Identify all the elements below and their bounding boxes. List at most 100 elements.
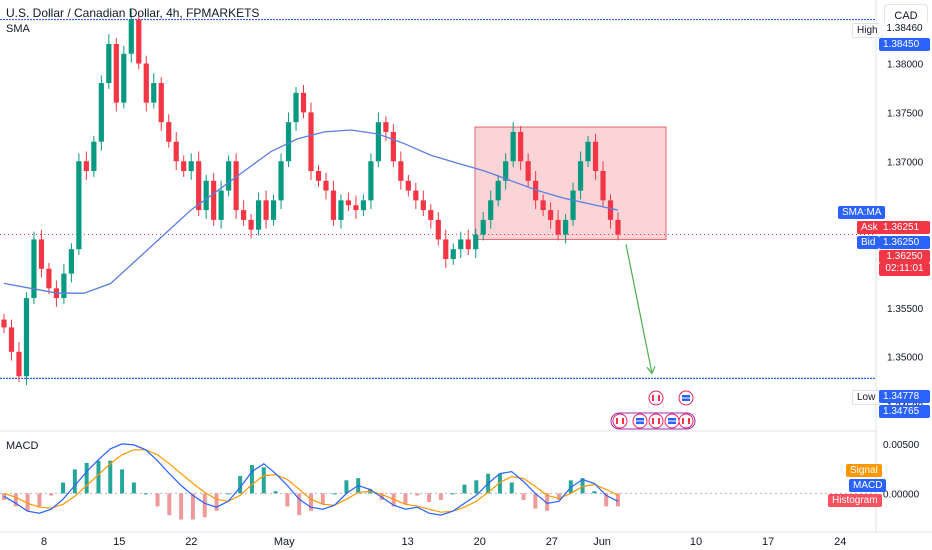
candle-body: [480, 219, 486, 235]
event-group-outline: [610, 412, 696, 430]
macd-histogram-bar: [214, 493, 219, 511]
candle-body: [450, 249, 456, 259]
candle-body: [113, 43, 119, 103]
candle-body: [270, 200, 277, 220]
candle-body: [413, 190, 419, 201]
economic-event-flag-icon[interactable]: [648, 390, 664, 406]
economic-event-flag-icon[interactable]: [664, 413, 680, 429]
x-tick-label: Jun: [593, 536, 611, 548]
macd-histogram-bar: [309, 493, 313, 511]
x-tick-label: 15: [113, 536, 125, 548]
candle-body: [203, 180, 209, 211]
candle-body: [577, 161, 584, 191]
candle-body: [91, 141, 97, 172]
macd-histogram-bar: [273, 491, 278, 494]
candle-body: [196, 161, 202, 211]
x-tick-label: 10: [690, 536, 702, 548]
economic-event-flag-icon[interactable]: [678, 413, 694, 429]
macd-histogram-bar: [509, 482, 514, 494]
candle-body: [31, 239, 37, 299]
macd-tag: MACD: [849, 479, 887, 492]
candle-body: [405, 180, 411, 191]
macd-histogram-bar: [96, 460, 101, 494]
x-tick-label: 20: [474, 536, 486, 548]
candle-body: [615, 219, 621, 235]
candle-body: [360, 200, 367, 211]
y-tick-label: 1.38000: [887, 60, 924, 71]
bar-countdown: 02:11:01: [879, 263, 930, 276]
candle-body: [211, 180, 217, 220]
macd-histogram-bar: [604, 493, 609, 507]
y-tick-label: 1.37500: [887, 108, 924, 119]
candle-body: [263, 200, 269, 220]
candle-body: [308, 112, 314, 172]
candle-body: [495, 180, 501, 201]
candle-body: [83, 161, 89, 172]
sma-ma-tag: SMA:MA: [838, 206, 886, 219]
macd-histogram-bar: [438, 493, 443, 500]
histogram-tag: Histogram: [828, 494, 882, 507]
candle-body: [315, 171, 322, 181]
candle-body: [473, 234, 479, 250]
candle-body: [353, 205, 359, 211]
candle-body: [241, 210, 247, 220]
macd-histogram-bar: [179, 493, 184, 520]
candle-body: [23, 298, 30, 377]
macd-histogram-bar: [143, 493, 148, 495]
candle-body: [136, 19, 142, 64]
candle-body: [600, 171, 606, 201]
macd-histogram-bar: [320, 493, 325, 505]
candle-body: [345, 200, 352, 206]
chart-title: U.S. Dollar / Canadian Dollar, 4h, FPMAR…: [6, 6, 260, 20]
candle-body: [592, 141, 599, 172]
last-price-tag: 1.36250: [879, 250, 930, 263]
candle-body: [533, 180, 539, 201]
macd-histogram-bar: [49, 493, 54, 496]
economic-event-flag-icon[interactable]: [678, 390, 694, 406]
economic-event-flag-icon[interactable]: [632, 413, 648, 429]
macd-histogram-bar: [84, 462, 89, 494]
candle-body: [128, 19, 134, 54]
candle-body: [338, 200, 344, 220]
macd-histogram-bar: [462, 484, 467, 494]
sma-line: [3, 129, 619, 294]
signal-line: [3, 449, 619, 513]
macd-histogram-bar: [556, 493, 561, 500]
candle-body: [540, 200, 546, 211]
economic-event-flag-icon[interactable]: [648, 413, 664, 429]
macd-histogram-bar: [450, 493, 455, 495]
macd-histogram-bar: [13, 493, 18, 507]
candle-body: [76, 161, 82, 250]
candle-body: [106, 43, 112, 84]
macd-histogram-bar: [497, 473, 502, 494]
candle-body: [233, 161, 239, 211]
candle-body: [383, 122, 389, 132]
candle-body: [293, 92, 299, 123]
macd-histogram-bar: [226, 493, 231, 495]
macd-histogram-bar: [37, 493, 42, 507]
bid-tag-label: Bid: [857, 236, 880, 249]
candle-body: [518, 131, 524, 162]
candle-body: [143, 63, 149, 103]
macd-histogram-bar: [131, 482, 136, 494]
macd-histogram-bar: [297, 493, 302, 516]
macd-indicator-label[interactable]: MACD: [6, 440, 39, 452]
economic-event-flag-icon[interactable]: [612, 413, 628, 429]
candle-body: [375, 122, 381, 162]
candle-body: [525, 161, 531, 181]
candle-body: [548, 210, 554, 220]
macd-y-tick-label: 0.00500: [883, 440, 920, 451]
macd-histogram-bar: [474, 480, 479, 494]
high-value-tag: 1.38450: [879, 38, 930, 51]
candle-body: [38, 239, 45, 269]
low-value-tag: 1.34778: [879, 390, 930, 403]
sma-indicator-label[interactable]: SMA: [6, 23, 30, 35]
candle-body: [368, 161, 374, 201]
candle-body: [435, 219, 441, 240]
macd-histogram-bar: [545, 493, 550, 511]
candle-body: [68, 249, 74, 274]
candle-body: [158, 83, 164, 123]
candle-body: [98, 83, 104, 142]
macd-histogram-bar: [533, 493, 538, 509]
